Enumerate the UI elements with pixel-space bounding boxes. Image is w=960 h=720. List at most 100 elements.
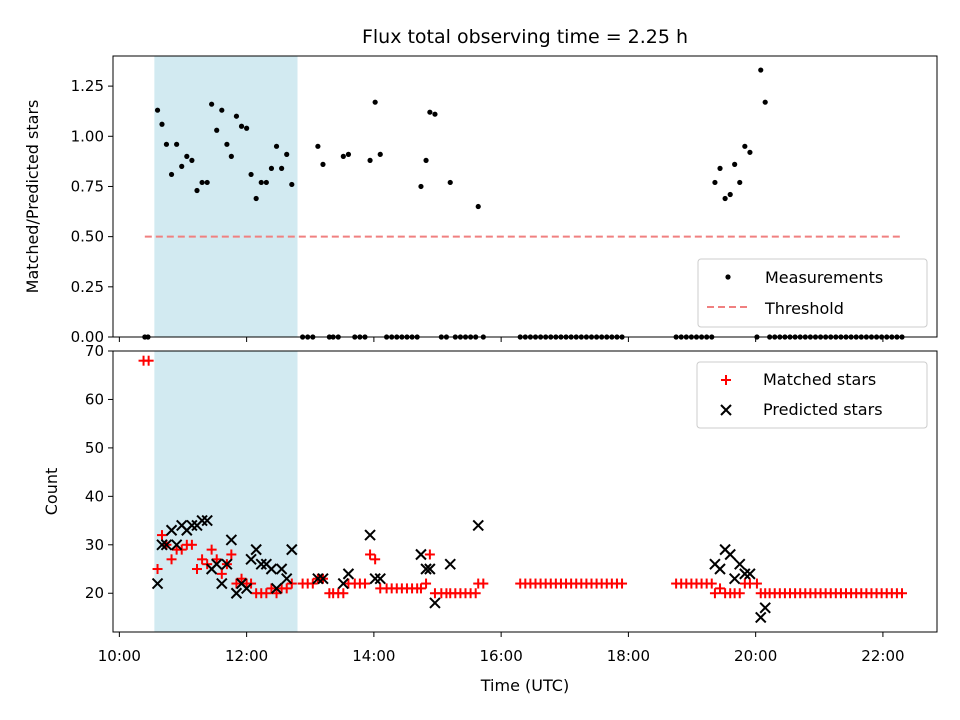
matched-star-point [261,588,272,599]
predicted-star-point [201,514,213,527]
x-tick-label: 10:00 [98,647,141,665]
matched-star-point [617,578,628,589]
predicted-star-point [337,577,350,590]
measurement-point [432,111,438,117]
measurement-point [727,191,733,198]
y-tick-label: 50 [85,439,104,457]
measurement-point [214,127,220,133]
measurement-point [367,157,373,163]
matched-star-point [715,583,726,594]
measurement-point [320,161,326,167]
predicted-star-point [415,548,427,561]
measurement-point [233,113,240,119]
y-tick-label: 20 [85,584,104,602]
predicted-star-point [369,572,381,585]
predicted-star-point [225,534,238,546]
matched-star-point [143,355,154,366]
matched-star-point [734,588,745,599]
legend-marker-measurements [725,274,731,280]
matched-star-point [266,583,277,594]
measurement-point [228,153,234,159]
measurement-point [418,183,424,190]
predicted-star-point [744,568,756,580]
matched-star-point [365,549,376,560]
time-x-ticks: 10:00 12:00 14:00 16:00 18:00 20:00 22:00 [98,632,905,665]
measurement-point [279,165,285,171]
predicted-star-point [160,539,173,551]
matched-star-point [211,554,222,565]
y-tick-label: 1.25 [71,77,104,95]
measurement-point [154,107,161,113]
measurement-point [184,153,190,159]
measurement-point [263,179,269,186]
ratio-y-axis-label: Matched/Predicted stars [23,100,42,294]
measurement-point [758,67,764,73]
predicted-star-point [364,529,376,541]
count-panel-frame [112,350,938,633]
legend-cross [720,404,732,416]
predicted-star-point [724,548,736,561]
predicted-star-point [281,572,293,585]
measurement-point [284,151,290,157]
legend-label-predicted: Predicted stars [763,400,883,419]
matched-star-point [897,588,908,599]
predicted-star-point [759,602,771,614]
y-tick-label: 0.50 [71,228,104,246]
y-tick-label: 1.00 [71,127,104,145]
legend-label-threshold: Threshold [764,299,844,318]
x-tick-label: 22:00 [861,647,904,665]
predicted-star-point [245,553,257,566]
measurement-point [238,123,245,129]
predicted-star-points [151,514,771,624]
measurement-point [742,143,748,149]
predicted-star-point [151,577,164,590]
measurement-point [219,107,225,113]
measurement-point [762,99,768,105]
measurement-point [712,179,718,186]
measurement-point [204,179,210,186]
predicted-star-point [240,582,253,595]
predicted-star-point [216,577,228,590]
matched-star-point [338,588,349,599]
y-tick-label: 60 [85,390,104,408]
x-tick-label: 16:00 [480,647,523,665]
measurement-point [194,187,200,194]
count-legend: Matched stars Predicted stars [696,361,928,429]
measurement-point [372,99,378,105]
x-tick-label: 20:00 [734,647,777,665]
predicted-star-point [374,572,386,585]
x-axis-label: Time (UTC) [480,676,569,695]
ratio-panel-frame [112,55,938,338]
measurement-point [273,143,280,149]
legend-marker-predicted [720,404,732,416]
measurement-point [345,151,352,157]
predicted-star-point [472,519,484,532]
count-panel: 20 30 40 50 60 70 10:00 12:00 14:00 16:00 18:00 20… [42,342,938,695]
matched-star-point [415,583,426,594]
matched-star-point [281,583,292,594]
x-tick-label: 14:00 [352,647,395,665]
predicted-star-point [255,558,267,570]
matched-star-point [186,539,197,550]
matched-star-point [206,544,217,555]
predicted-star-point [714,563,726,575]
matched-star-point [424,549,435,560]
measurement-point [747,149,753,155]
predicted-star-point [230,587,243,599]
measurement-point [168,171,175,178]
measurement-point [732,161,738,167]
predicted-star-point [221,558,233,570]
predicted-star-point [429,597,441,609]
measurement-point [315,143,321,149]
measurement-point [258,179,264,186]
matched-star-point [370,554,381,565]
predicted-star-point [275,563,288,575]
predicted-star-point [170,539,183,551]
y-tick-label: 40 [85,487,104,505]
predicted-star-point [728,572,741,585]
predicted-star-point [734,558,746,570]
predicted-star-point [317,572,329,585]
measurement-point [377,151,383,157]
predicted-star-point [165,524,178,536]
